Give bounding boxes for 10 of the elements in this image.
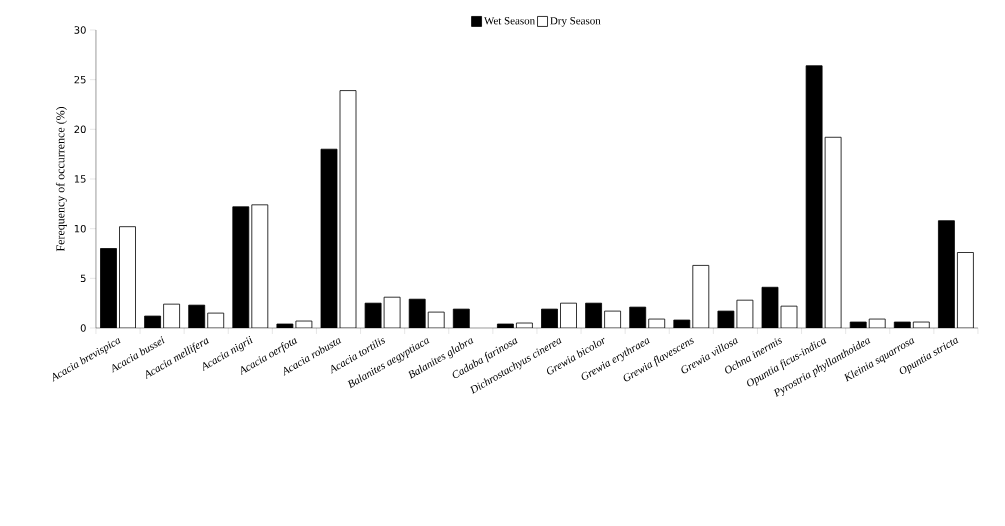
legend-label: Wet Season <box>483 17 535 25</box>
y-tick-label: 5 <box>80 274 86 283</box>
legend-label: Dry Season <box>550 17 601 27</box>
y-axis-title: Ferequency of occurrence (%) <box>55 106 67 252</box>
y-tick-label: 10 <box>74 224 86 233</box>
y-tick-label: 15 <box>74 175 86 183</box>
y-tick-label: 30 <box>74 26 86 34</box>
y-tick-label: 0 <box>80 324 86 332</box>
y-tick-label: 25 <box>74 75 86 84</box>
y-tick-label: 20 <box>74 125 86 134</box>
